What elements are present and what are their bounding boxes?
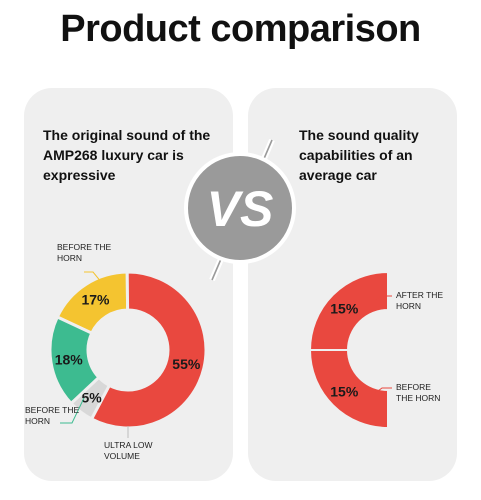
vs-circle xyxy=(184,152,296,264)
slice-value-label: 18% xyxy=(55,351,84,367)
slice-value-label: 15% xyxy=(330,384,359,400)
right-card-heading: The sound quality capabilities of an ave… xyxy=(299,127,419,183)
leader-line xyxy=(84,271,103,284)
slice-value-label: 55% xyxy=(172,356,201,372)
page-title: Product comparison xyxy=(60,8,421,50)
leader-line xyxy=(373,295,392,301)
slice-value-label: 5% xyxy=(82,390,103,406)
half-donut-slice xyxy=(308,270,389,351)
half-donut-slice xyxy=(308,349,389,430)
leader-line xyxy=(60,397,85,424)
left-donut-chart: 17% 55% 5% 18% xyxy=(48,270,208,438)
callout-after-horn: AFTER THE HORN xyxy=(396,290,444,311)
callout-before-horn-right: BEFORE THE HORN xyxy=(396,382,441,403)
donut-slice xyxy=(48,315,101,406)
left-card-heading: The original sound of the AMP268 luxury … xyxy=(43,127,211,183)
right-half-donut-chart: 15% 15% xyxy=(308,270,392,430)
slice-value-label: 15% xyxy=(330,300,359,316)
callout-before-horn-top: BEFORE THE HORN xyxy=(57,242,112,263)
callout-before-horn-bottom: BEFORE THE HORN xyxy=(25,405,80,426)
leader-line xyxy=(373,387,392,395)
vs-text: VS xyxy=(207,181,274,237)
donut-slice xyxy=(89,270,208,430)
vs-badge: VS xyxy=(184,138,296,282)
slice-value-label: 17% xyxy=(81,292,110,308)
callout-ultra-low-volume: ULTRA LOW VOLUME xyxy=(104,440,153,461)
